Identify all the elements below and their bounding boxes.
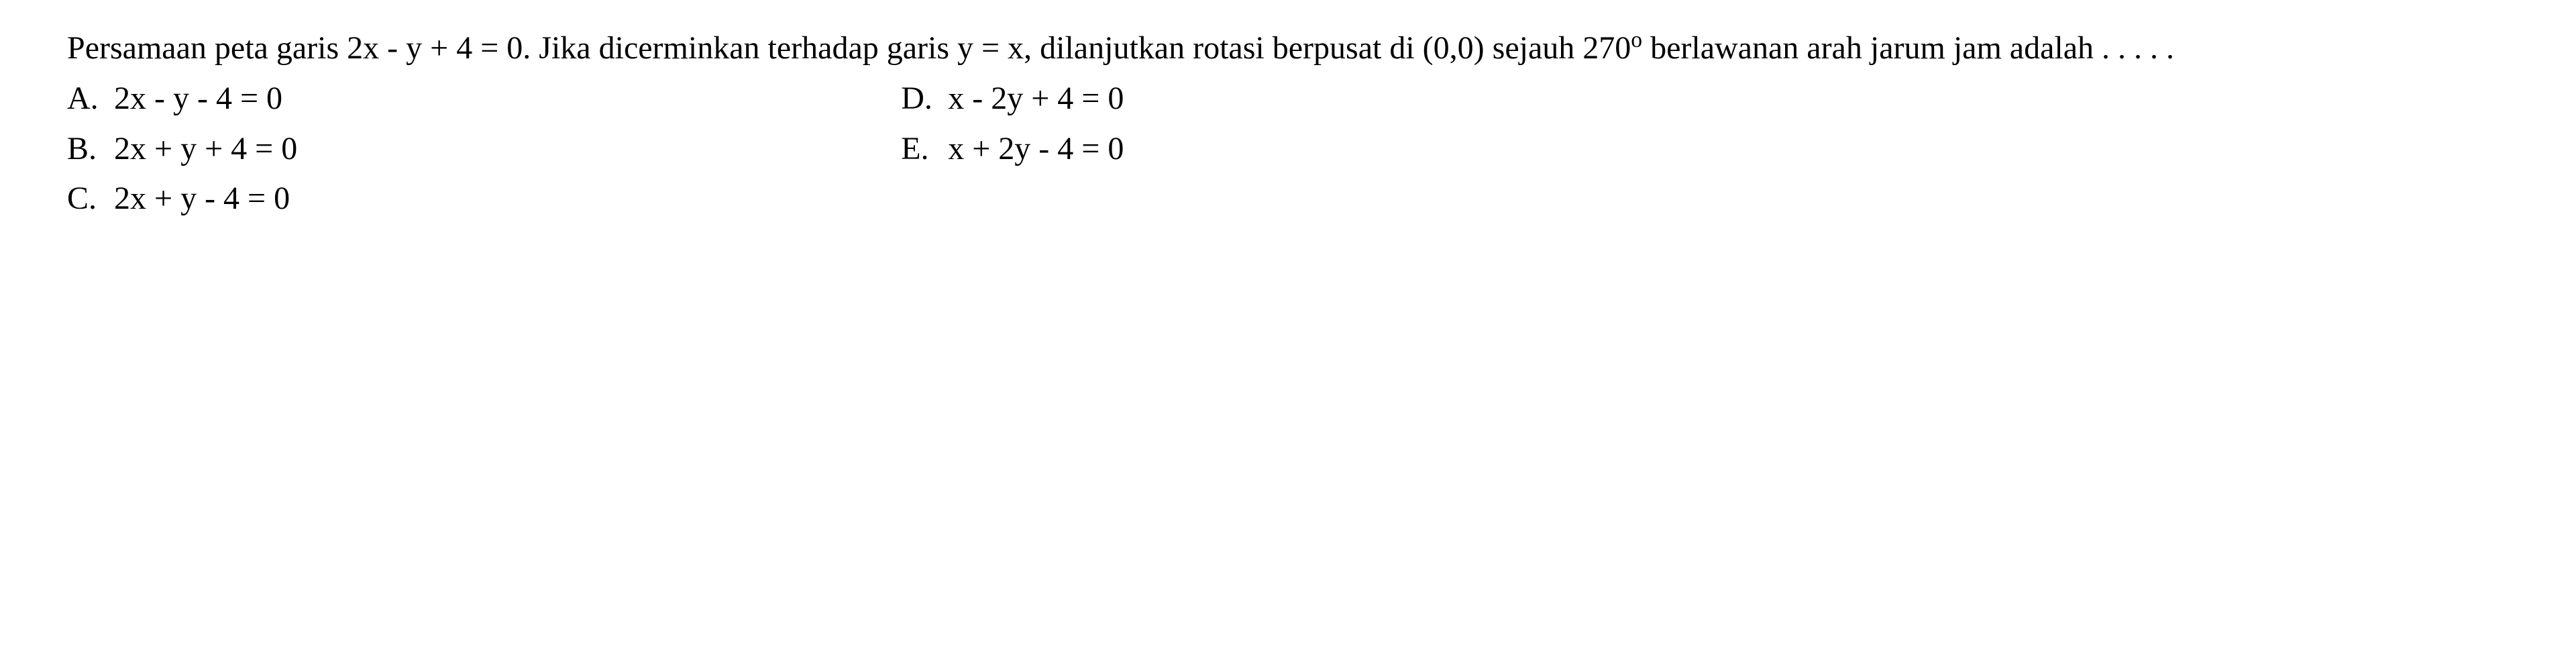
option-letter: E. (901, 128, 948, 171)
option-b: B. 2x + y + 4 = 0 (67, 128, 297, 171)
option-letter: B. (67, 128, 114, 171)
question-block: Persamaan peta garis 2x - y + 4 = 0. Jik… (67, 27, 2509, 221)
option-text: 2x + y + 4 = 0 (114, 128, 297, 171)
option-text: x - 2y + 4 = 0 (948, 77, 1124, 121)
option-d: D. x - 2y + 4 = 0 (901, 77, 1124, 121)
question-stem: Persamaan peta garis 2x - y + 4 = 0. Jik… (67, 27, 2509, 70)
option-text: 2x + y - 4 = 0 (114, 177, 290, 221)
options-right-column: D. x - 2y + 4 = 0 E. x + 2y - 4 = 0 (901, 77, 1124, 221)
option-a: A. 2x - y - 4 = 0 (67, 77, 297, 121)
option-letter: C. (67, 177, 114, 221)
option-letter: A. (67, 77, 114, 121)
option-text: x + 2y - 4 = 0 (948, 128, 1124, 171)
option-text: 2x - y - 4 = 0 (114, 77, 282, 121)
option-letter: D. (901, 77, 948, 121)
option-e: E. x + 2y - 4 = 0 (901, 128, 1124, 171)
option-c: C. 2x + y - 4 = 0 (67, 177, 297, 221)
options-left-column: A. 2x - y - 4 = 0 B. 2x + y + 4 = 0 C. 2… (67, 77, 297, 221)
options-container: A. 2x - y - 4 = 0 B. 2x + y + 4 = 0 C. 2… (67, 77, 2509, 221)
